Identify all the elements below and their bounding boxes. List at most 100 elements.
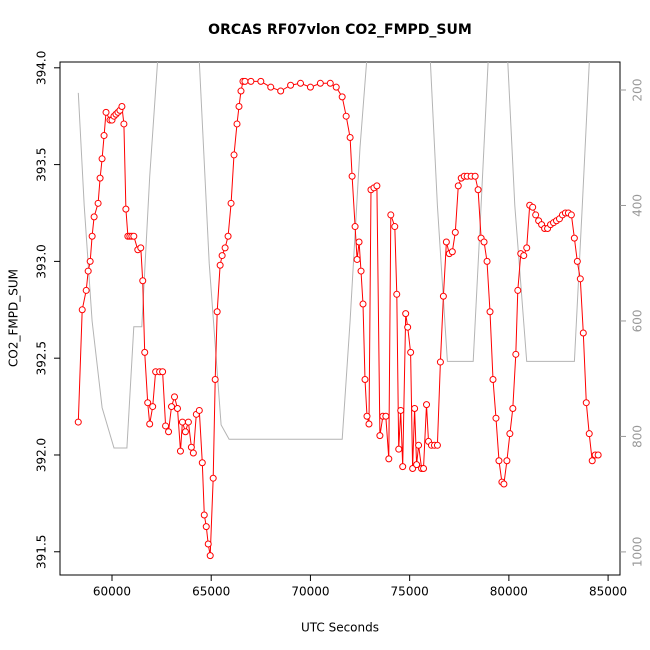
- data-point: [474, 186, 482, 194]
- data-point: [202, 523, 210, 531]
- data-point: [436, 358, 444, 366]
- data-point: [495, 457, 503, 465]
- data-point: [187, 443, 195, 451]
- data-point: [173, 405, 181, 413]
- data-point: [165, 428, 173, 436]
- data-point: [235, 103, 243, 111]
- y-tick-label: 392.5: [35, 341, 49, 375]
- data-point: [351, 223, 359, 231]
- data-point: [257, 77, 265, 85]
- data-point: [233, 120, 241, 128]
- data-point: [86, 257, 94, 265]
- data-point: [90, 213, 98, 221]
- data-point: [338, 93, 346, 101]
- data-point: [442, 238, 450, 246]
- data-point: [480, 238, 488, 246]
- data-point: [503, 457, 511, 465]
- data-point: [423, 401, 431, 409]
- data-point: [514, 286, 522, 294]
- data-point: [247, 77, 255, 85]
- data-point: [162, 422, 170, 430]
- data-point: [94, 199, 102, 207]
- data-point: [137, 244, 145, 252]
- data-point: [399, 463, 407, 471]
- data-point: [454, 182, 462, 190]
- data-point: [346, 133, 354, 141]
- data-point: [206, 552, 214, 560]
- data-point: [88, 232, 96, 240]
- data-point: [413, 461, 421, 469]
- data-point: [576, 275, 584, 283]
- data-point: [204, 540, 212, 548]
- data-point: [439, 292, 447, 300]
- data-point: [509, 405, 517, 413]
- x-tick-label: 75000: [391, 585, 429, 599]
- data-point: [492, 414, 500, 422]
- data-point: [506, 430, 514, 438]
- data-point: [373, 182, 381, 190]
- data-point: [483, 257, 491, 265]
- plot-frame: [59, 61, 621, 576]
- data-point: [365, 420, 373, 428]
- data-point: [486, 308, 494, 316]
- y-axis-label: CO2_FMPD_SUM: [7, 269, 21, 367]
- y2-tick-label: 400: [631, 194, 645, 217]
- data-point: [74, 418, 82, 426]
- data-point: [355, 238, 363, 246]
- data-point: [122, 205, 130, 213]
- data-point: [146, 420, 154, 428]
- data-point: [359, 300, 367, 308]
- data-point: [213, 308, 221, 316]
- y-tick-label: 393.0: [35, 244, 49, 278]
- data-point: [451, 228, 459, 236]
- data-point: [184, 418, 192, 426]
- x-tick-label: 60000: [93, 585, 131, 599]
- data-point: [195, 406, 203, 414]
- data-point: [570, 234, 578, 242]
- series-line: [77, 80, 599, 556]
- data-point: [316, 79, 324, 87]
- data-point: [98, 155, 106, 163]
- x-tick-label: 80000: [490, 585, 528, 599]
- data-point: [78, 306, 86, 314]
- data-point: [200, 511, 208, 519]
- data-point: [159, 368, 167, 376]
- data-point: [178, 418, 186, 426]
- data-point: [82, 286, 90, 294]
- data-point: [382, 412, 390, 420]
- data-point: [448, 248, 456, 256]
- data-point: [353, 255, 361, 263]
- data-point: [397, 406, 405, 414]
- data-point: [267, 83, 275, 91]
- x-tick-label: 65000: [192, 585, 230, 599]
- data-point: [393, 290, 401, 298]
- data-point: [332, 83, 340, 91]
- data-point: [594, 451, 602, 459]
- data-point: [237, 87, 245, 95]
- data-point: [209, 474, 217, 482]
- data-point: [361, 375, 369, 383]
- data-point: [342, 112, 350, 120]
- data-point: [407, 348, 415, 356]
- data-point: [168, 403, 176, 411]
- y-tick-label: 393.5: [35, 147, 49, 181]
- data-point: [181, 428, 189, 436]
- y2-tick-label: 1000: [631, 537, 645, 568]
- y2-tick-label: 200: [631, 79, 645, 102]
- data-point: [387, 211, 395, 219]
- data-point: [585, 430, 593, 438]
- y2-tick-label: 600: [631, 310, 645, 333]
- data-point: [415, 441, 423, 449]
- data-point: [287, 81, 295, 89]
- data-point: [100, 132, 108, 140]
- data-point: [176, 447, 184, 455]
- data-point: [385, 455, 393, 463]
- data-point: [391, 223, 399, 231]
- x-tick-label: 70000: [291, 585, 329, 599]
- data-point: [348, 172, 356, 180]
- data-point: [118, 103, 126, 111]
- data-point: [326, 79, 334, 87]
- series-line: [77, 62, 590, 449]
- data-point: [277, 87, 285, 95]
- data-point: [144, 399, 152, 407]
